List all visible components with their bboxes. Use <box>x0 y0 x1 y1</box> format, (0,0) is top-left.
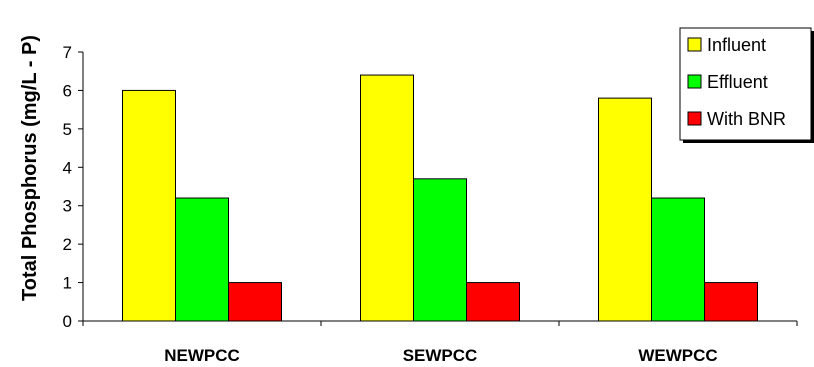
bar-effluent-newpcc <box>175 197 229 322</box>
bar-with-bnr-wewpcc <box>704 282 758 322</box>
y-tick-label: 7 <box>63 43 72 62</box>
y-tick-label: 1 <box>63 274 72 293</box>
bar-with-bnr-newpcc <box>228 282 282 322</box>
bar-influent-wewpcc <box>598 97 652 322</box>
legend-label: Influent <box>707 35 766 55</box>
bar-with-bnr-sewpcc <box>466 282 520 322</box>
y-tick-label: 3 <box>63 197 72 216</box>
category-labels-group: NEWPCC SEWPCC WEWPCC <box>164 346 717 365</box>
x-category-label: NEWPCC <box>164 346 240 365</box>
y-tick-label: 2 <box>63 235 72 254</box>
legend-swatch <box>687 74 702 89</box>
y-tick-label: 6 <box>63 81 72 100</box>
y-tick-label: 0 <box>63 312 72 331</box>
legend-box <box>679 27 812 141</box>
bar-influent-sewpcc <box>360 74 414 322</box>
bar-influent-newpcc <box>122 89 176 322</box>
y-ticks-group: 0 1 2 3 4 5 6 7 <box>63 43 83 331</box>
legend-label: With BNR <box>707 109 786 129</box>
bars-group <box>122 74 758 322</box>
legend-swatch <box>687 37 702 52</box>
x-category-label: SEWPCC <box>403 346 478 365</box>
y-tick-label: 4 <box>63 158 72 177</box>
legend-swatch <box>687 111 702 126</box>
y-axis-title: Total Phosphorus (mg/L - P) <box>19 35 41 301</box>
legend-label: Effluent <box>707 72 768 92</box>
x-category-label: WEWPCC <box>638 346 717 365</box>
legend: Influent Effluent With BNR <box>679 27 814 143</box>
bar-effluent-wewpcc <box>651 197 705 322</box>
y-axis-title-group: Total Phosphorus (mg/L - P) <box>19 35 41 301</box>
bar-effluent-sewpcc <box>413 178 467 322</box>
y-tick-label: 5 <box>63 120 72 139</box>
axes-group <box>82 52 798 326</box>
